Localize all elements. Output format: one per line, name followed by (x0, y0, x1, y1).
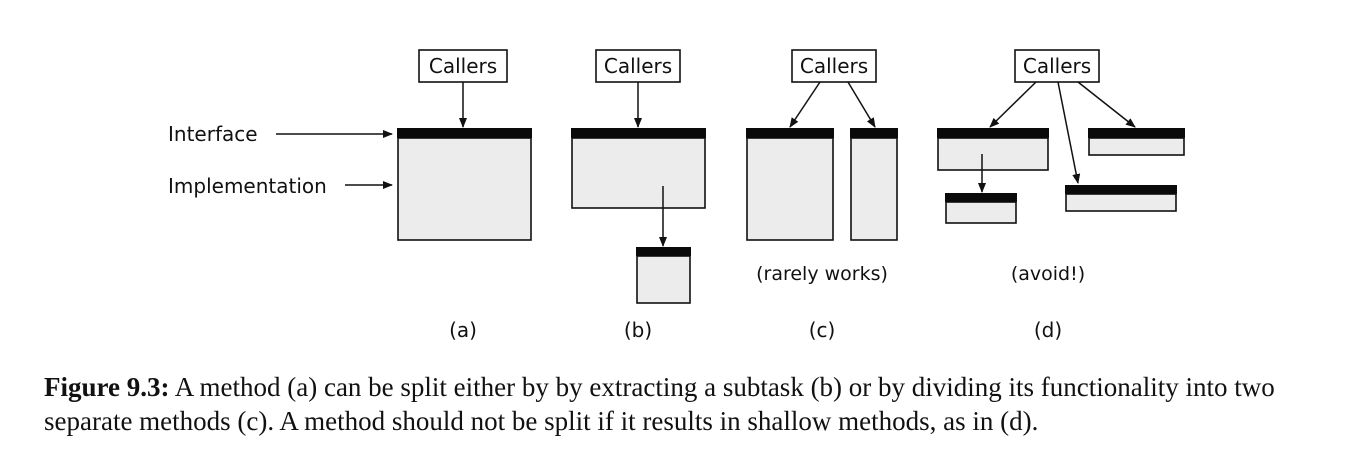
panel-letter-b: (b) (624, 318, 652, 342)
panel-a: Callers (a) (397, 49, 532, 342)
callers-label-b: Callers (604, 54, 672, 78)
method-implementation-c-left (746, 137, 834, 241)
method-implementation-d-1 (937, 137, 1049, 171)
method-split-diagram: Interface Implementation Callers (a) Cal… (168, 49, 1185, 342)
callers-label-c: Callers (800, 54, 868, 78)
panel-letter-d: (d) (1034, 318, 1062, 342)
method-implementation-d-3 (945, 201, 1017, 224)
callers-label-a: Callers (429, 54, 497, 78)
method-interface-d-4 (1065, 185, 1177, 194)
panel-note-d: (avoid!) (1011, 263, 1085, 285)
callers-box-d (1014, 49, 1100, 83)
callers-box-b (595, 49, 681, 83)
caller-arrow-c-left (789, 81, 821, 128)
figure-caption-label: Figure 9.3: (44, 372, 170, 402)
caller-arrow-d-right (1077, 81, 1136, 128)
method-implementation-b (571, 137, 706, 209)
method-implementation-d-2 (1088, 137, 1185, 156)
callers-box-a (418, 49, 508, 83)
method-interface-c-right (850, 128, 898, 138)
subtask-interface-b (636, 247, 691, 256)
caller-arrow-c-right (847, 81, 876, 128)
method-interface-d-2 (1088, 128, 1185, 138)
panel-b: Callers (b) (571, 49, 706, 342)
caller-arrow-d-left (989, 81, 1037, 128)
method-interface-d-1 (937, 128, 1049, 138)
panel-letter-a: (a) (449, 318, 477, 342)
method-interface-c-left (746, 128, 834, 138)
callers-label-d: Callers (1023, 54, 1091, 78)
panel-note-c: (rarely works) (756, 263, 888, 285)
figure-caption-text: A method (a) can be split either by by e… (44, 372, 1275, 436)
implementation-label: Implementation (168, 174, 327, 198)
method-interface-a (397, 128, 532, 138)
subtask-implementation-b (636, 255, 691, 304)
callers-box-c (791, 49, 877, 83)
method-interface-b (571, 128, 706, 138)
caller-arrow-d-middle (1057, 81, 1081, 184)
interface-label: Interface (168, 122, 258, 146)
panel-letter-c: (c) (809, 318, 836, 342)
method-implementation-a (397, 137, 532, 241)
method-implementation-c-right (850, 137, 898, 241)
method-implementation-d-4 (1065, 193, 1177, 212)
figure-caption: Figure 9.3: A method (a) can be split ei… (44, 370, 1319, 438)
method-interface-d-3 (945, 193, 1017, 202)
panel-c: Callers (rarely works) (c) (746, 49, 898, 342)
panel-d: Callers (avoid!) (d) (937, 49, 1185, 342)
